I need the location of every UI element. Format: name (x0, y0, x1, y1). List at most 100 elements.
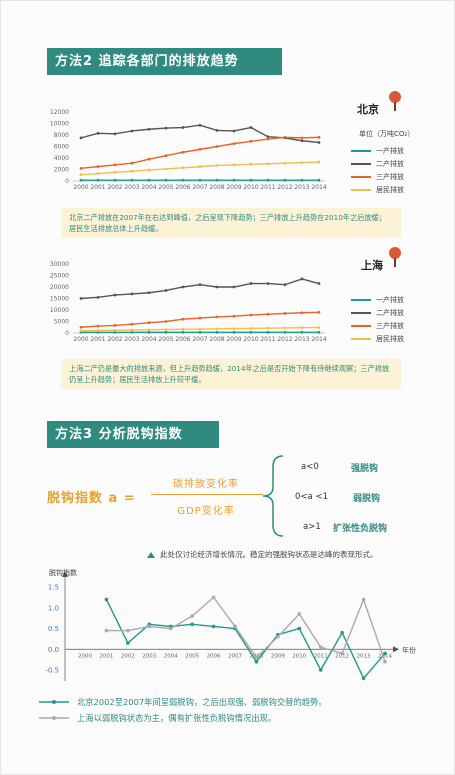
shanghai-y-tick-label: 0 (65, 330, 69, 337)
decoupling-y-tick-label: 1.0 (48, 604, 59, 612)
beijing-data-point (249, 178, 253, 182)
legend-label: 一产排放 (376, 295, 404, 304)
beijing-data-point (79, 136, 83, 140)
shanghai-data-point (300, 330, 304, 334)
shanghai-y-tick-label: 5000 (54, 319, 69, 326)
beijing-data-point (181, 166, 185, 170)
shanghai-x-tick-label: 2005 (158, 336, 173, 343)
beijing-series-line (80, 161, 320, 176)
decoupling-x-tick-label: 2005 (185, 653, 199, 659)
shanghai-series-line (80, 278, 320, 300)
beijing-data-point (317, 135, 321, 139)
beijing-y-tick-label: 10000 (50, 121, 69, 128)
y-axis-arrow-icon (62, 571, 68, 577)
decoupling-data-point (233, 624, 237, 629)
beijing-data-point (198, 165, 202, 169)
formula-brace (262, 455, 284, 537)
beijing-data-point (181, 126, 185, 129)
shanghai-x-tick-label: 2009 (226, 336, 241, 343)
beijing-data-point (130, 129, 134, 133)
shanghai-data-point (249, 327, 253, 330)
shanghai-data-point (300, 326, 304, 330)
location-pin-icon (389, 91, 401, 111)
beijing-data-point (96, 172, 100, 175)
decoupling-legend-label: 上海以弱脱钩状态为主，偶有扩张性负脱钩情况出现。 (77, 713, 277, 723)
shanghai-data-point (130, 292, 134, 296)
legend-swatch (351, 311, 371, 314)
beijing-data-point (249, 139, 253, 143)
shanghai-data-point (181, 317, 185, 321)
decoupling-data-point (318, 645, 323, 649)
shanghai-data-point (198, 316, 202, 320)
decoupling-x-axis-label: 年份 (402, 645, 416, 654)
beijing-series-line (80, 124, 320, 144)
beijing-data-point (198, 147, 202, 151)
shanghai-data-point (130, 322, 134, 326)
legend-item: 一产排放 (351, 293, 404, 306)
beijing-data-point (283, 135, 287, 139)
beijing-data-point (181, 150, 185, 154)
shanghai-data-point (79, 329, 83, 333)
shanghai-data-point (215, 327, 219, 331)
shanghai-data-point (96, 324, 100, 328)
shanghai-data-point (198, 330, 202, 334)
legend-item: 二产排放 (351, 306, 404, 319)
beijing-x-tick-label: 2002 (107, 184, 122, 191)
beijing-y-tick-label: 4000 (54, 155, 69, 162)
beijing-data-point (266, 137, 270, 141)
shanghai-data-point (283, 283, 287, 287)
beijing-y-tick-label: 6000 (54, 144, 69, 151)
decoupling-y-axis-label: 脱钩指数 (49, 568, 77, 577)
shanghai-data-point (147, 328, 151, 332)
shanghai-data-point (215, 285, 219, 289)
decoupling-legend: 北京2002至2007年间呈弱脱钩，之后出现强、弱脱钩交替的趋势。 上海以弱脱钩状… (39, 694, 327, 726)
legend-item: 三产排放 (351, 319, 404, 332)
legend-item: 二产排放 (351, 157, 404, 170)
shanghai-x-tick-label: 2008 (209, 336, 224, 343)
legend-label: 三产排放 (376, 172, 404, 181)
formula-numerator: 碳排放变化率 (173, 479, 239, 490)
decoupling-x-tick-label: 2007 (228, 653, 242, 659)
beijing-data-point (300, 178, 304, 182)
beijing-x-tick-label: 2007 (192, 184, 207, 191)
shanghai-data-point (232, 327, 236, 331)
shanghai-data-point (147, 321, 151, 325)
legend-swatch (351, 298, 371, 301)
shanghai-data-point (164, 330, 168, 334)
decoupling-data-point (104, 628, 109, 633)
caption-text: 此处仅讨论经济增长情况。稳定的强脱钩状态是达峰的表现形式。 (160, 550, 378, 559)
shanghai-data-point (113, 330, 117, 334)
decoupling-x-tick-label: 2009 (271, 653, 285, 659)
decoupling-data-point (383, 651, 387, 656)
beijing-y-tick-label: 2000 (54, 167, 69, 174)
beijing-data-point (181, 178, 185, 182)
condition-strong: a<0 (301, 462, 319, 472)
beijing-data-point (130, 161, 134, 165)
triangle-icon (147, 552, 155, 558)
decoupling-series-line (105, 599, 386, 680)
beijing-data-point (164, 167, 168, 171)
legend-label: 居民排放 (376, 185, 404, 194)
shanghai-x-tick-label: 2001 (90, 336, 105, 343)
beijing-data-point (300, 139, 304, 143)
decoupling-caption: 此处仅讨论经济增长情况。稳定的强脱钩状态是达峰的表现形式。 (147, 549, 378, 560)
condition-weak-label: 弱脱钩 (353, 494, 381, 504)
formula-denominator: GDP变化率 (177, 506, 235, 517)
beijing-data-point (300, 161, 304, 165)
beijing-data-point (113, 178, 117, 182)
shanghai-data-point (130, 330, 134, 334)
beijing-x-tick-label: 2009 (226, 184, 241, 191)
legend-swatch (351, 337, 371, 340)
decoupling-x-tick-label: 2001 (99, 653, 113, 659)
shanghai-data-point (317, 326, 321, 329)
decoupling-data-point (340, 651, 344, 656)
decoupling-data-point (297, 612, 302, 616)
beijing-data-point (232, 178, 236, 182)
beijing-data-point (130, 178, 134, 182)
condition-negative-label: 扩张性负脱钩 (333, 524, 388, 534)
shanghai-data-point (164, 328, 168, 331)
beijing-x-tick-label: 2011 (260, 184, 275, 191)
beijing-data-point (79, 173, 83, 177)
shanghai-data-point (147, 330, 151, 334)
